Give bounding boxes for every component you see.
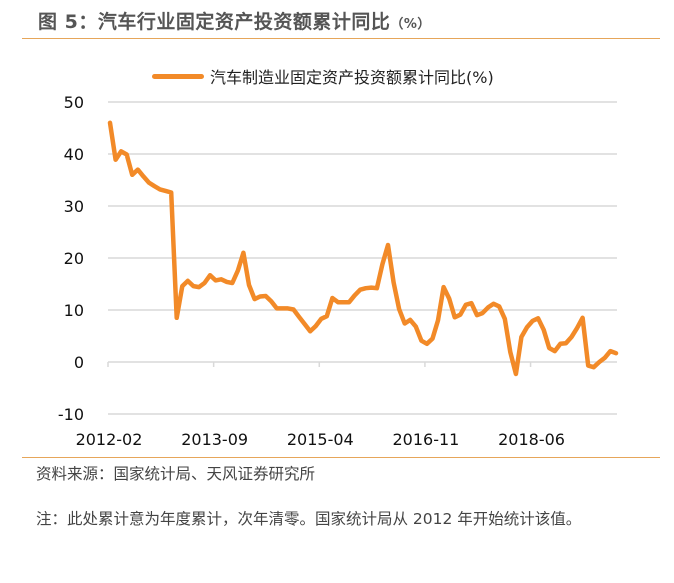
series-line [107, 120, 619, 377]
series-polyline [107, 120, 619, 377]
y-tick-label: 50 [64, 93, 84, 112]
figure-title: 图 5：汽车行业固定资产投资额累计同比（%） [38, 7, 431, 34]
y-tick-label: 30 [64, 197, 84, 216]
x-tick-label: 2015-04 [287, 430, 354, 449]
x-tick-label: 2016-11 [392, 430, 459, 449]
note-text: 注：此处累计意为年度累计，次年清零。国家统计局从 2012 年开始统计该值。 [36, 510, 582, 528]
gridlines [108, 101, 617, 415]
y-tick-label: 0 [74, 353, 84, 372]
y-tick-label: 40 [64, 145, 84, 164]
line-chart: 50 40 30 20 10 0 -10 2012-02 2013-09 2015-04 2016… [58, 93, 619, 449]
top-divider [22, 38, 660, 39]
y-tick-label: 20 [64, 249, 84, 268]
x-axis: 2012-02 2013-09 2015-04 2016-11 2018-06 [76, 362, 565, 449]
x-tick-label: 2013-09 [181, 430, 248, 449]
y-axis-labels: 50 40 30 20 10 0 -10 [58, 93, 84, 424]
legend-label: 汽车制造业固定资产投资额累计同比(%) [210, 68, 494, 87]
y-tick-label: -10 [58, 405, 84, 424]
bottom-divider [22, 457, 660, 458]
chart-legend: 汽车制造业固定资产投资额累计同比(%) [152, 64, 494, 88]
legend-line-swatch-icon [152, 73, 204, 79]
x-tick-label: 2018-06 [498, 430, 565, 449]
source-text: 资料来源：国家统计局、天风证券研究所 [36, 465, 316, 483]
y-tick-label: 10 [64, 301, 84, 320]
figure-title-text: 图 5：汽车行业固定资产投资额累计同比 [38, 11, 391, 33]
figure-title-unit: （%） [390, 17, 431, 32]
x-tick-label: 2012-02 [76, 430, 143, 449]
